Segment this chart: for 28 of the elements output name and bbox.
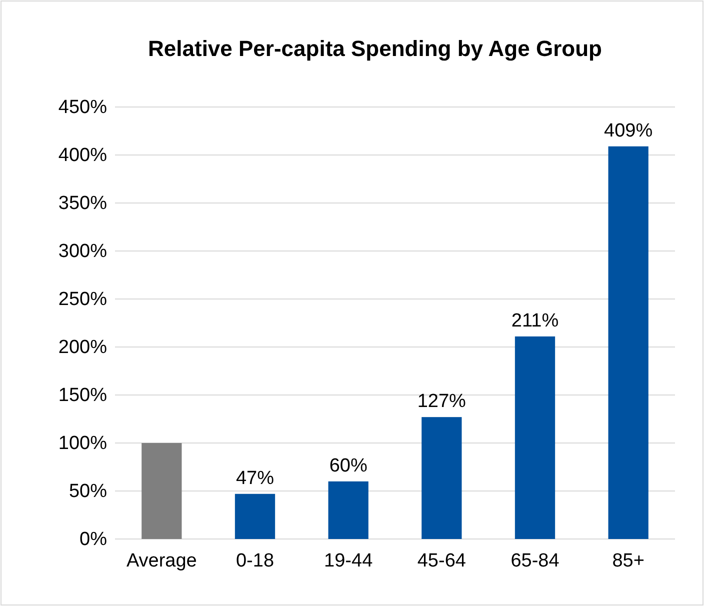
bar: [142, 443, 182, 539]
x-tick-label: Average: [126, 550, 197, 572]
data-label: 211%: [511, 310, 559, 332]
x-tick-label: 65-84: [510, 550, 560, 572]
bar: [608, 146, 648, 539]
bar: [514, 336, 556, 539]
x-tick-label: 0-18: [236, 550, 274, 572]
chart-title: Relative Per-capita Spending by Age Group: [148, 36, 602, 61]
y-tick-label: 150%: [58, 385, 108, 406]
bar: [234, 494, 276, 539]
y-tick-label: 350%: [58, 193, 108, 214]
x-tick-label: 45-64: [417, 550, 466, 572]
y-tick-label: 300%: [58, 241, 108, 262]
y-tick-label: 400%: [58, 145, 108, 166]
y-tick-label: 200%: [58, 337, 108, 358]
y-tick-label: 50%: [68, 481, 108, 502]
bar: [328, 481, 368, 539]
data-label: 60%: [329, 455, 368, 476]
y-tick-label: 100%: [58, 433, 108, 454]
data-label: 409%: [604, 120, 653, 142]
bar: [422, 417, 462, 539]
data-label: 47%: [236, 468, 274, 489]
x-tick-label: 85+: [612, 550, 644, 572]
y-tick-label: 450%: [58, 97, 108, 118]
x-tick-label: 19-44: [324, 550, 374, 572]
y-tick-label: 250%: [58, 289, 108, 310]
data-label: 127%: [417, 391, 466, 412]
y-tick-label: 0%: [80, 529, 108, 550]
